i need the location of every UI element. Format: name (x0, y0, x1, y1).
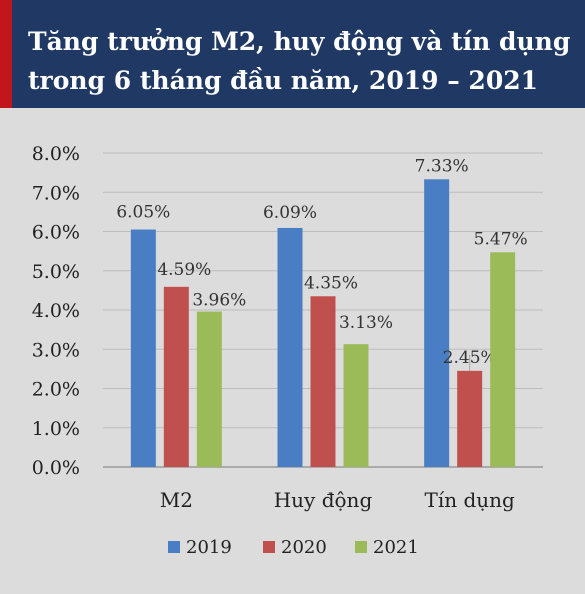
legend-swatch-2020 (263, 541, 275, 553)
data-label: 4.59% (157, 260, 211, 280)
legend-label-2021: 2021 (373, 537, 419, 558)
x-category-label: Tín dụng (424, 488, 515, 512)
x-category-label: M2 (160, 488, 193, 512)
chart-title-line-2: trong 6 tháng đầu năm, 2019 – 2021 (28, 66, 538, 95)
bar-2019-tín-dụng (424, 179, 450, 468)
data-label: 6.05% (116, 203, 170, 223)
y-tick-label: 6.0% (32, 222, 80, 244)
bar-2019-huy-động (277, 227, 303, 467)
bar-2021-tín-dụng (490, 252, 516, 467)
header-accent-bar (0, 0, 12, 108)
chart-title: Tăng trưởng M2, huy động và tín dụng tro… (28, 22, 573, 100)
y-tick-label: 8.0% (32, 143, 80, 165)
data-label: 4.35% (304, 273, 358, 293)
bar-2021-huy-động (343, 344, 369, 467)
y-tick-label: 1.0% (32, 418, 80, 440)
y-tick-label: 4.0% (32, 300, 80, 322)
legend-label-2019: 2019 (186, 537, 232, 558)
chart-title-line-1: Tăng trưởng M2, huy động và tín dụng (28, 27, 571, 56)
y-tick-label: 2.0% (32, 379, 80, 401)
bar-2020-huy-động (310, 296, 336, 467)
data-label: 7.33% (415, 156, 469, 176)
data-label: 3.13% (339, 313, 393, 333)
y-tick-label: 3.0% (32, 339, 80, 361)
data-label: 6.09% (263, 203, 317, 223)
chart-header: Tăng trưởng M2, huy động và tín dụng tro… (0, 0, 585, 108)
bar-2021-m2 (196, 311, 222, 467)
bar-2020-m2 (163, 286, 189, 467)
y-tick-label: 5.0% (32, 261, 80, 283)
legend-swatch-2021 (355, 541, 367, 553)
legend-label-2020: 2020 (281, 537, 327, 558)
data-label: 3.96% (192, 291, 246, 311)
bar-2019-m2 (130, 229, 156, 467)
bar-2020-tín-dụng (457, 370, 483, 467)
legend-swatch-2019 (168, 541, 180, 553)
y-tick-label: 7.0% (32, 182, 80, 204)
x-category-label: Huy động (274, 488, 373, 512)
data-label: 5.47% (474, 229, 528, 249)
y-tick-label: 0.0% (32, 457, 80, 479)
